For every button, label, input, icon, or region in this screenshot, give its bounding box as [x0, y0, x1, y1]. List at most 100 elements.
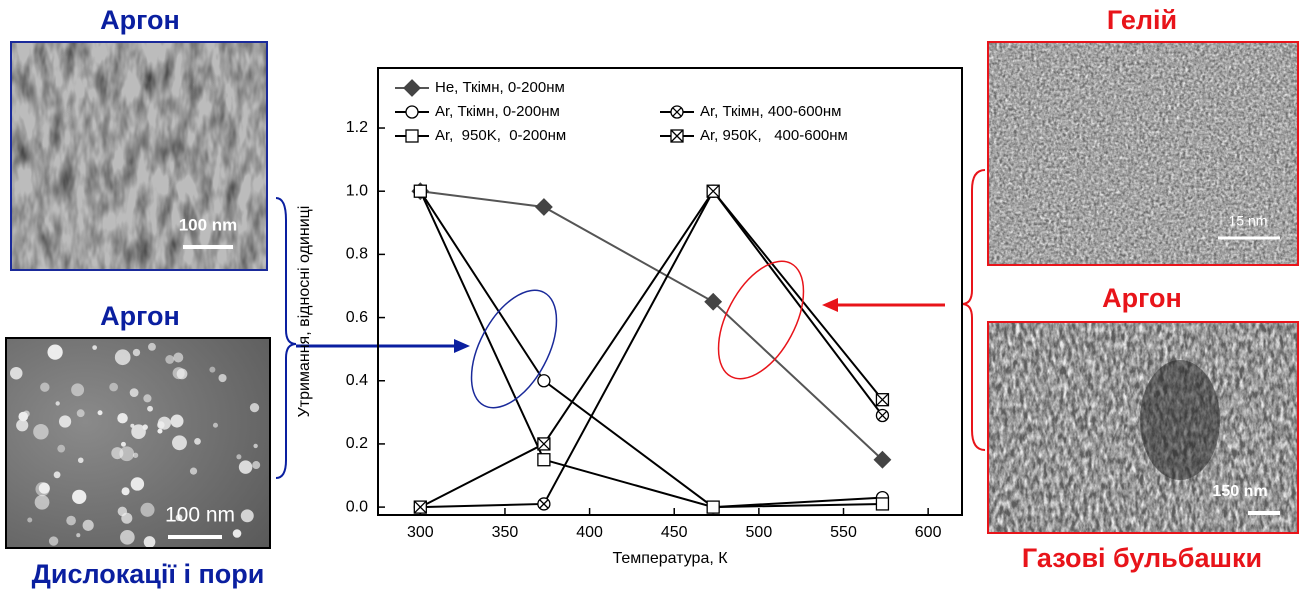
pore — [121, 487, 130, 496]
marker — [405, 129, 419, 143]
marker — [704, 292, 723, 311]
y-axis-label: Утримання, відносні одиниці — [296, 206, 313, 418]
micrograph-texture — [988, 42, 1298, 265]
x-tick-label: 600 — [915, 524, 942, 541]
marker-shape — [873, 450, 892, 469]
pore — [147, 405, 153, 412]
marker — [403, 79, 421, 97]
panel-caption: Дислокації і пори — [32, 559, 265, 589]
pore — [119, 446, 135, 462]
series-line — [420, 190, 884, 461]
pore — [76, 533, 81, 538]
pore — [55, 401, 60, 406]
pore — [240, 509, 254, 523]
pore — [157, 428, 163, 434]
pore — [170, 414, 184, 428]
marker — [537, 374, 551, 388]
x-tick-label: 350 — [492, 524, 519, 541]
pore — [132, 348, 141, 357]
pore — [40, 382, 50, 392]
marker-shape — [537, 453, 551, 467]
pore — [57, 444, 66, 453]
highlight-ellipse — [470, 289, 558, 409]
pore — [238, 460, 253, 474]
pore — [117, 412, 128, 424]
marker-shape — [537, 374, 551, 388]
arrow-head — [454, 339, 470, 353]
pore — [33, 423, 49, 440]
pore — [76, 409, 85, 418]
marker-shape — [534, 198, 553, 216]
pore — [48, 536, 59, 546]
pore — [50, 347, 56, 353]
marker-shape — [405, 105, 419, 119]
marker-shape — [403, 79, 421, 97]
pore — [129, 388, 139, 398]
panel-title: Аргон — [1102, 283, 1182, 313]
y-tick-label: 1.0 — [346, 182, 368, 199]
marker-cross — [706, 184, 720, 198]
pore — [34, 494, 50, 510]
y-tick-label: 0.2 — [346, 435, 368, 452]
pore — [53, 471, 61, 479]
marker-cross — [877, 410, 888, 421]
panel-title: Гелій — [1107, 5, 1177, 35]
marker-cross — [672, 107, 682, 117]
panel-title: Аргон — [100, 5, 180, 35]
pore — [131, 424, 146, 439]
y-tick-label: 1.2 — [346, 119, 368, 136]
x-tick-label: 500 — [746, 524, 773, 541]
pore — [92, 345, 97, 350]
scale-label: 150 nm — [1212, 483, 1267, 500]
pore — [175, 514, 183, 522]
brace — [961, 169, 986, 451]
marker-cross — [670, 129, 684, 143]
pore — [97, 410, 103, 416]
highlight-ellipse — [717, 260, 805, 380]
marker — [875, 497, 890, 511]
pore — [143, 394, 152, 403]
marker — [706, 184, 720, 198]
marker-shape — [405, 129, 419, 143]
pore — [194, 438, 201, 445]
marker — [413, 184, 427, 198]
marker-shape — [706, 500, 720, 514]
x-axis-label: Температура, К — [612, 550, 728, 567]
marker-cross — [413, 500, 427, 514]
legend-label: Ar, Ткімн, 0-200нм — [435, 103, 560, 120]
series-line — [420, 189, 884, 509]
pore — [143, 536, 156, 548]
legend-label: He, Ткімн, 0-200нм — [435, 79, 565, 96]
pore — [109, 382, 118, 392]
marker — [537, 453, 551, 467]
marker — [873, 450, 892, 469]
marker-cross — [875, 393, 889, 407]
panel-border — [987, 321, 1299, 534]
pore — [82, 519, 94, 531]
pore — [172, 435, 187, 451]
y-tick-label: 0.8 — [346, 246, 368, 263]
brace — [275, 197, 297, 479]
legend-label: Ar, 950K, 400-600нм — [700, 127, 848, 144]
plot-frame — [377, 67, 963, 516]
marker — [875, 408, 890, 423]
pore — [157, 416, 171, 430]
pore — [66, 515, 76, 526]
pore — [16, 419, 29, 432]
x-tick-label: 550 — [830, 524, 857, 541]
pore — [47, 344, 63, 360]
pore — [253, 443, 258, 449]
marker — [413, 500, 427, 514]
marker-shape — [875, 497, 890, 511]
scale-label: 100 nm — [165, 504, 235, 527]
marker-shape — [413, 184, 427, 198]
scale-label: 15 nm — [1229, 213, 1268, 229]
pore — [58, 415, 72, 428]
pore — [132, 452, 139, 458]
panel-border — [10, 41, 268, 271]
marker — [405, 105, 419, 119]
pore — [209, 366, 216, 373]
pore — [10, 366, 23, 380]
panel-border — [5, 337, 271, 549]
pore — [130, 477, 145, 491]
